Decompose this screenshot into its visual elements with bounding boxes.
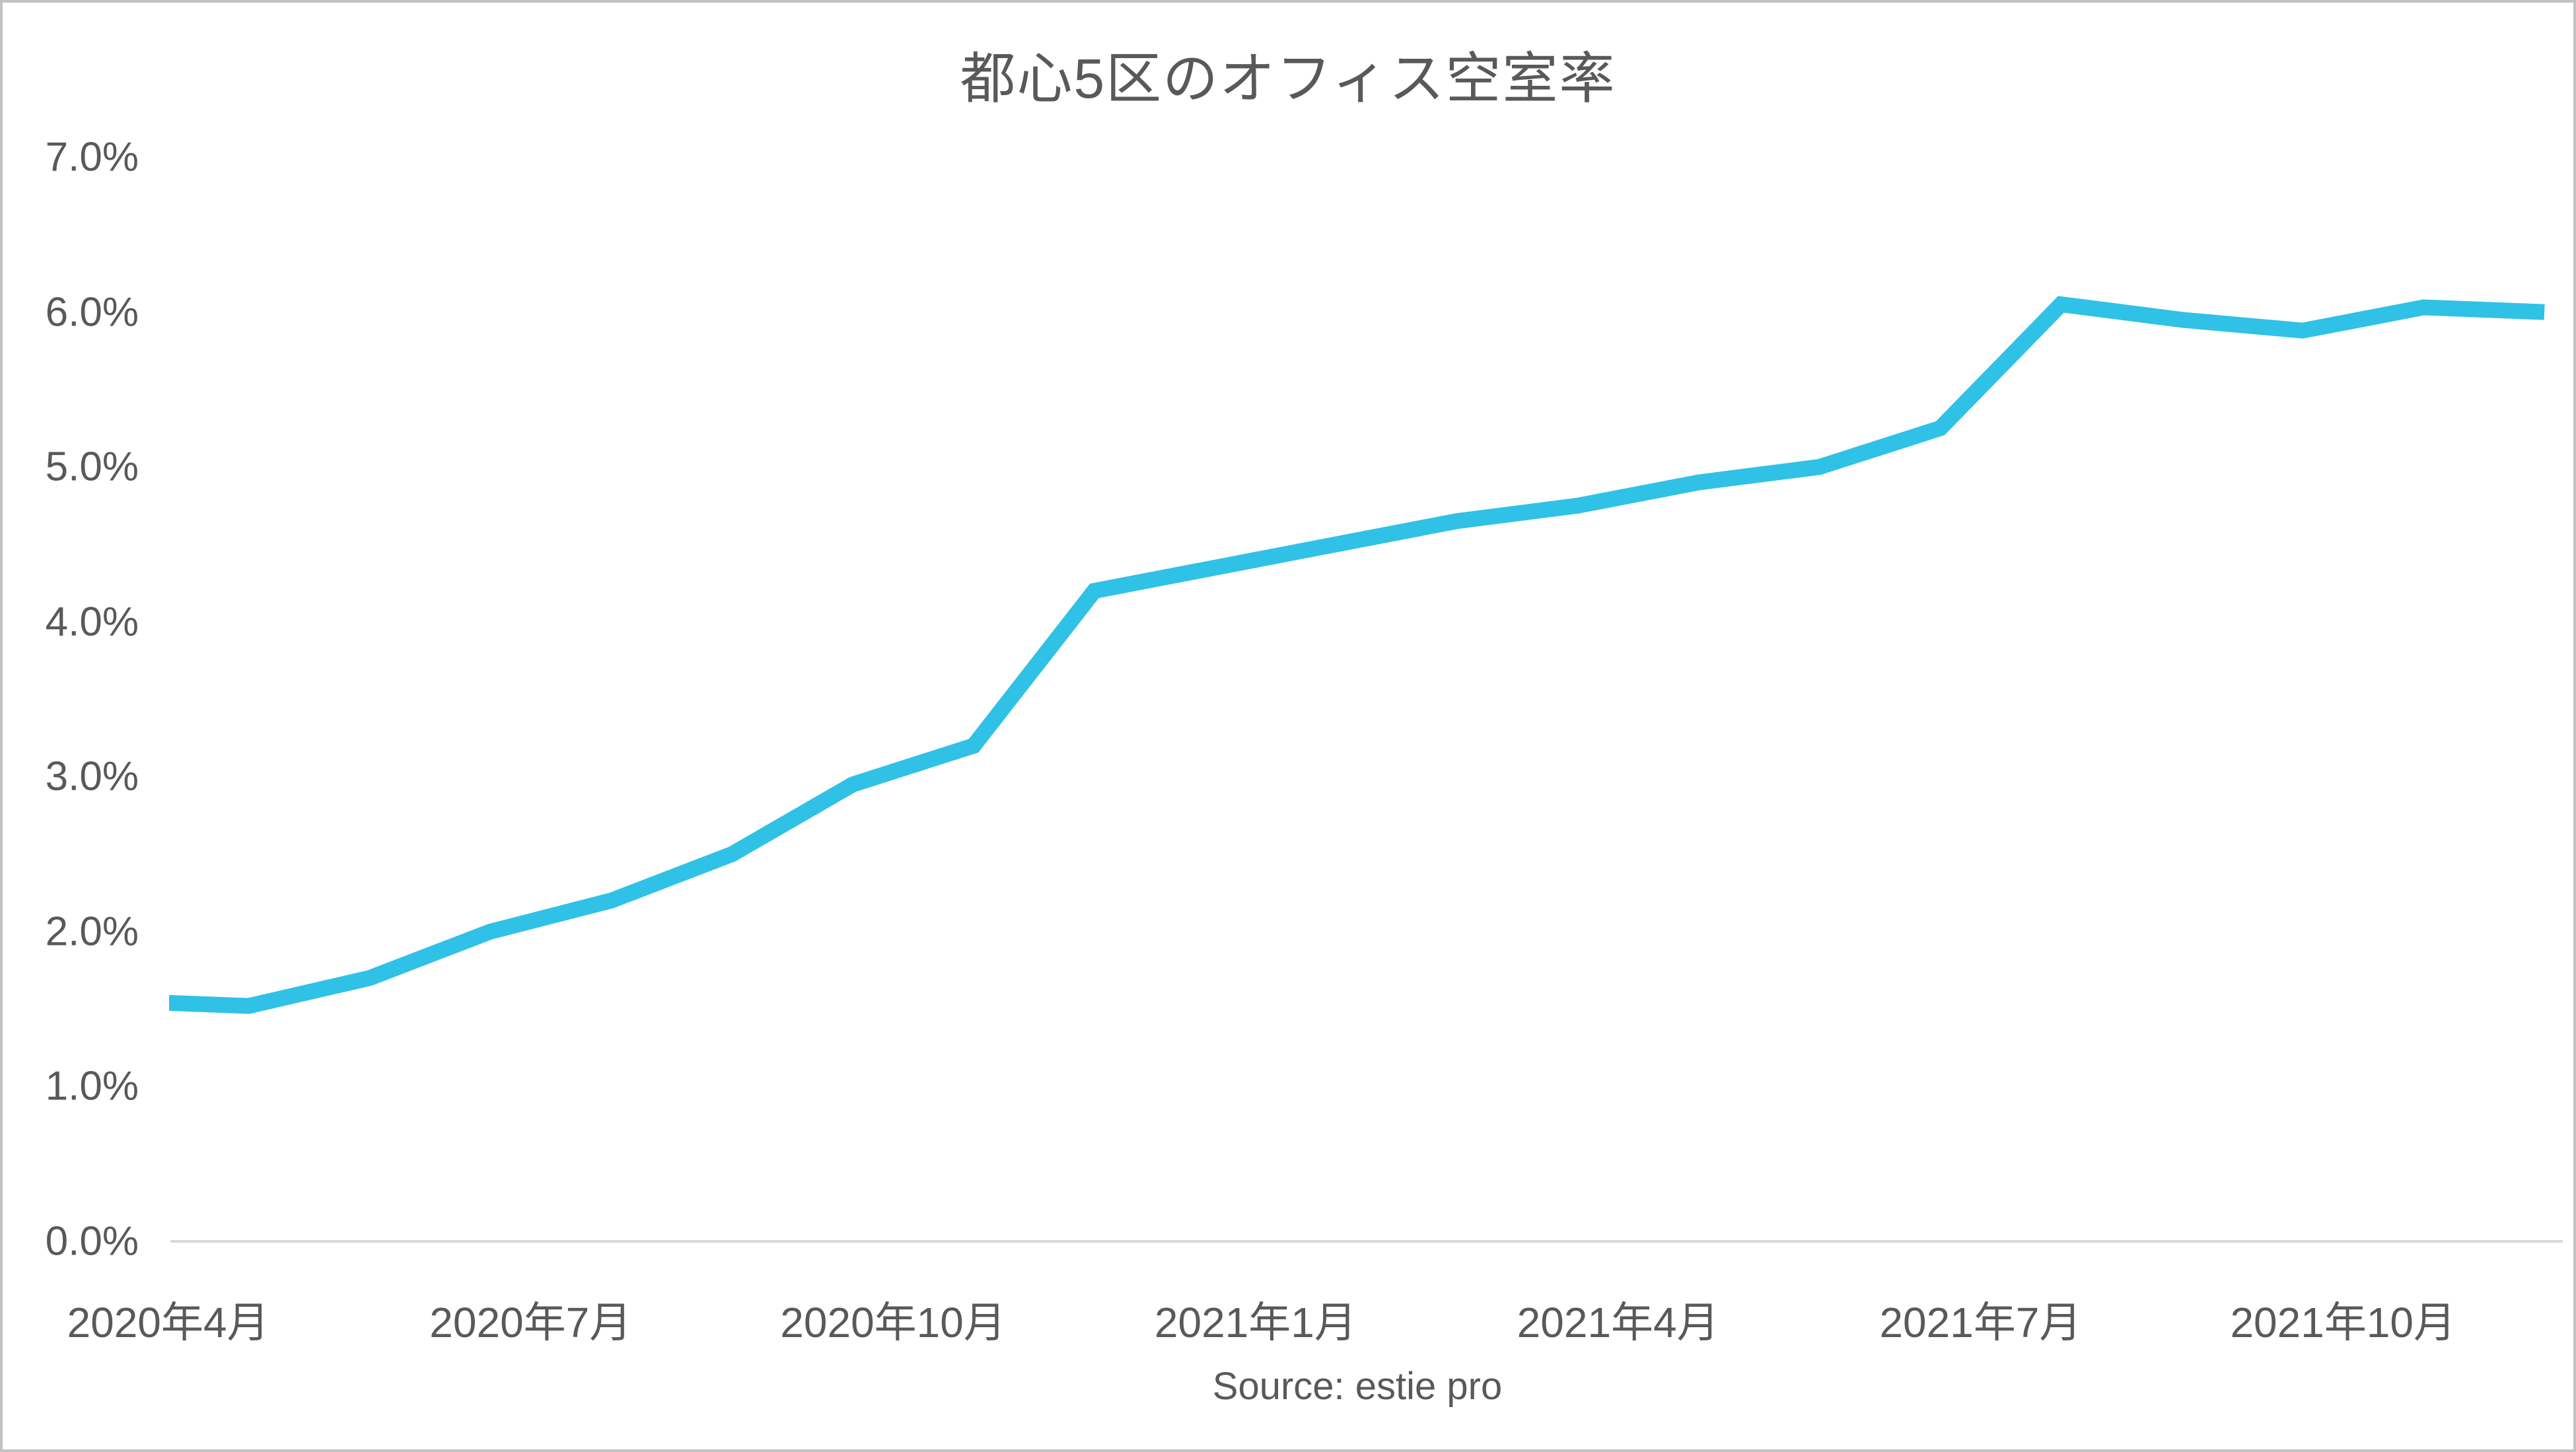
y-axis-tick-label: 5.0% [45,444,139,490]
x-axis-tick-label: 2020年4月 [67,1299,269,1346]
x-axis-tick-label: 2021年4月 [1517,1299,1719,1346]
x-axis-tick-label: 2020年7月 [429,1299,632,1346]
y-axis-tick-label: 6.0% [45,289,139,335]
vacancy-rate-line [169,296,2545,1014]
x-axis-tick-label: 2021年7月 [1879,1299,2082,1346]
y-axis-tick-label: 7.0% [45,134,139,180]
y-axis-tick-label: 3.0% [45,753,139,800]
y-axis-tick-label: 0.0% [45,1218,139,1264]
x-axis-tick-label: 2021年1月 [1154,1299,1357,1346]
x-axis-tick-label: 2021年10月 [2230,1299,2456,1346]
y-axis-tick-label: 1.0% [45,1063,139,1109]
chart-title: 都心5区のオフィス空室率 [960,48,1616,110]
y-axis-tick-label: 4.0% [45,599,139,645]
source-note: Source: estie pro [1212,1365,1503,1408]
y-axis-tick-label: 2.0% [45,909,139,955]
x-axis-tick-label: 2020年10月 [780,1299,1006,1346]
